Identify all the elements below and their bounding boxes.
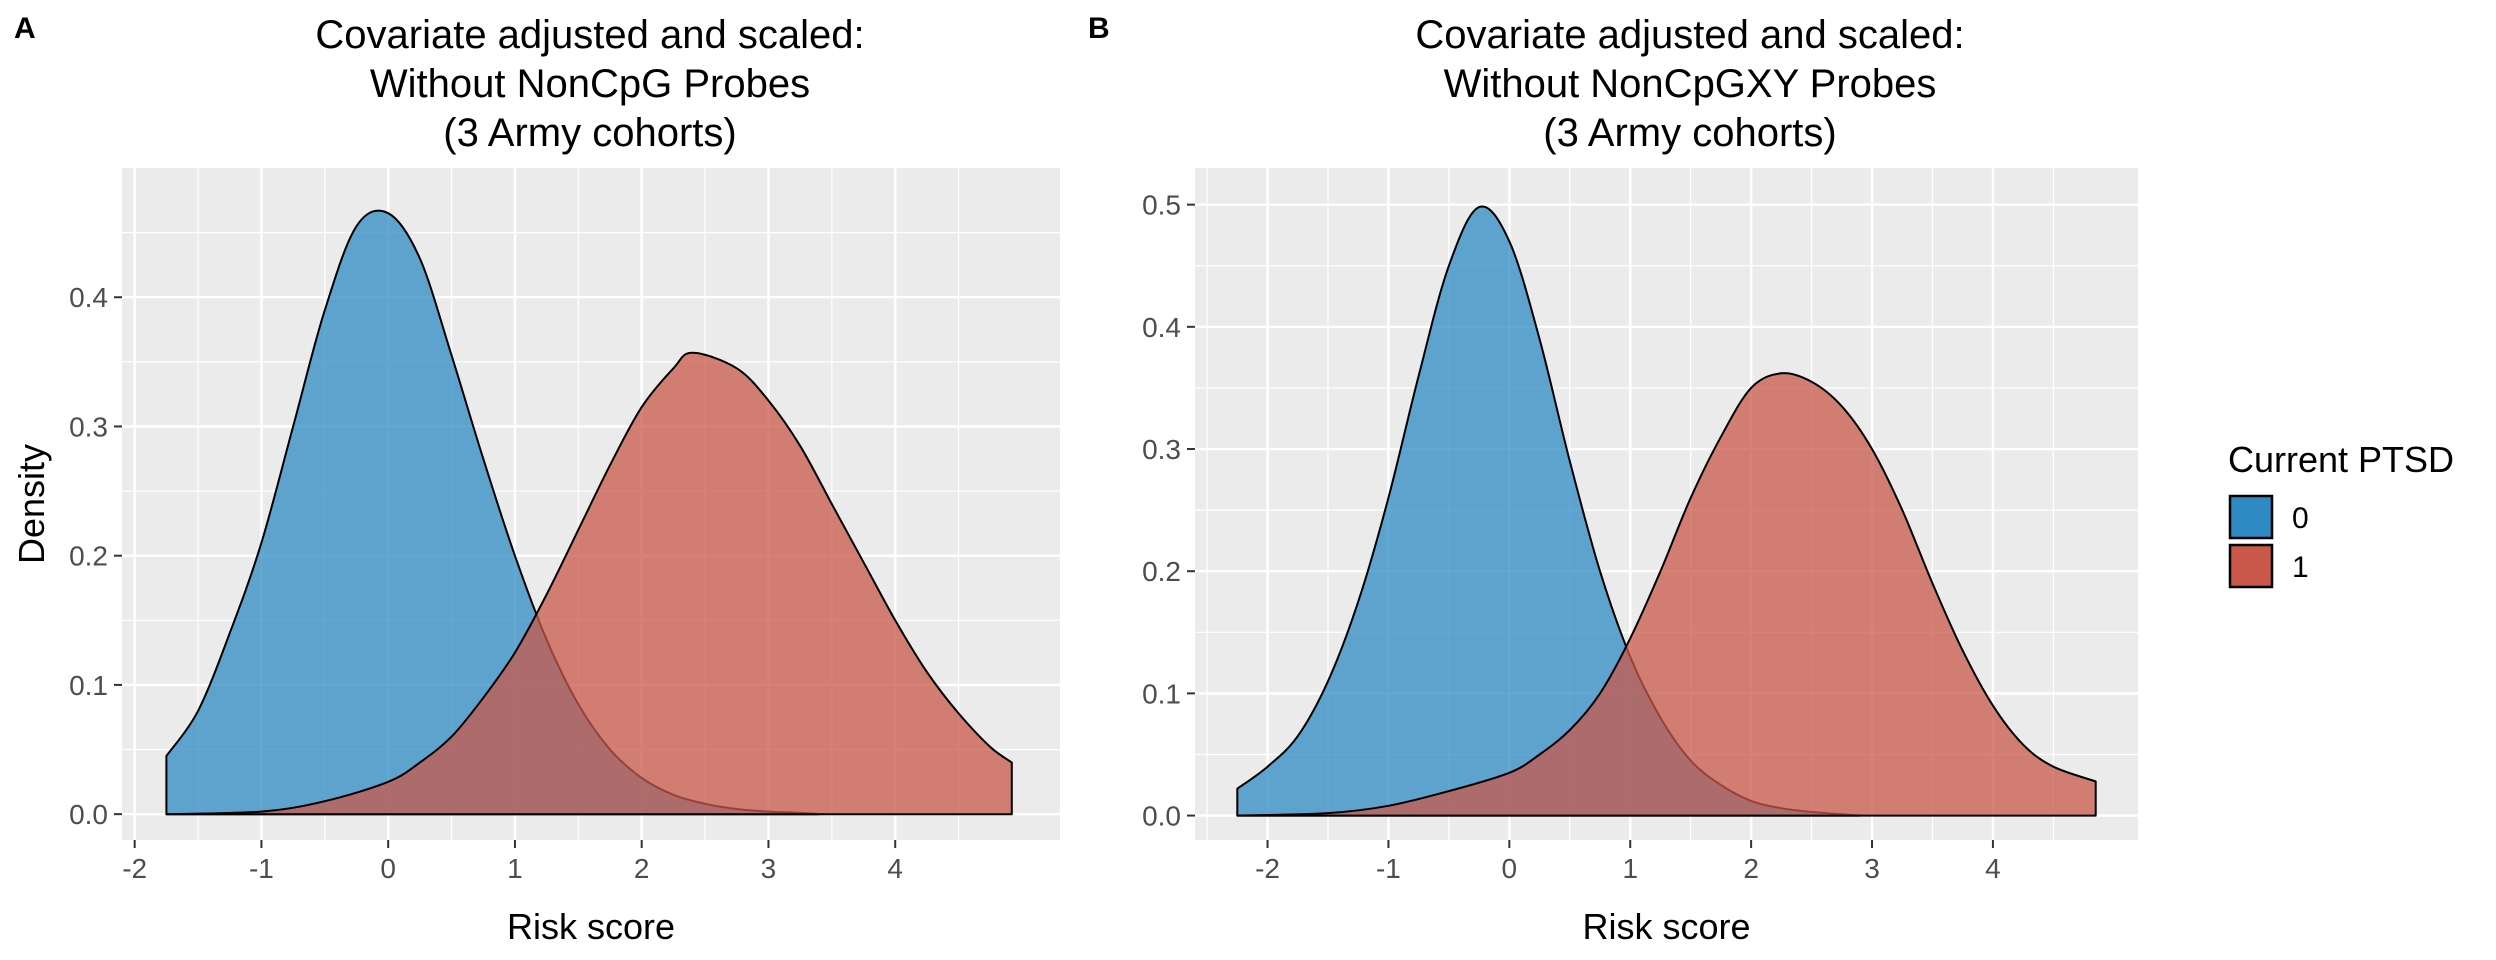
legend: Current PTSD 0 1	[2228, 439, 2454, 589]
legend-label-1: 1	[2292, 551, 2309, 584]
panel-letter: A	[14, 12, 36, 45]
legend-label-0: 0	[2292, 502, 2309, 535]
chart-title-line-2: Without NonCpG Probes	[370, 62, 810, 106]
chart-title-line-1: Covariate adjusted and scaled:	[1415, 13, 1964, 57]
y-tick-label: 0.1	[69, 670, 108, 701]
y-tick-label: 0.5	[1142, 190, 1181, 221]
chart-title-line-2: Without NonCpGXY Probes	[1444, 62, 1937, 106]
x-tick-label: 1	[1622, 853, 1638, 884]
x-tick-label: 2	[1743, 853, 1759, 884]
legend-title: Current PTSD	[2228, 439, 2454, 480]
panel-a: A Covariate adjusted and scaled: Without N…	[11, 12, 1060, 947]
y-tick-label: 0.0	[69, 799, 108, 830]
x-tick-label: 0	[1502, 853, 1518, 884]
y-tick-label: 0.4	[69, 282, 108, 313]
y-tick-label: 0.4	[1142, 312, 1181, 343]
density-area-series-1	[165, 351, 1013, 816]
x-tick-label: -1	[1376, 853, 1401, 884]
y-axis-title: Density	[11, 444, 52, 564]
chart-title-line-1: Covariate adjusted and scaled:	[315, 13, 864, 57]
x-tick-label: -1	[249, 853, 274, 884]
y-tick-label: 0.1	[1142, 678, 1181, 709]
panel-b: B Covariate adjusted and scaled: Without N…	[1088, 12, 2138, 947]
y-tick-label: 0.3	[69, 411, 108, 442]
y-tick-label: 0.0	[1142, 801, 1181, 832]
x-tick-label: 4	[887, 853, 903, 884]
legend-swatch-1	[2228, 543, 2274, 589]
chart-title-line-3: (3 Army cohorts)	[443, 111, 736, 155]
legend-swatch-0	[2228, 494, 2274, 540]
density-area-series-1	[1236, 372, 2097, 817]
panel-letter: B	[1088, 12, 1110, 45]
x-axis-title: Risk score	[1582, 906, 1750, 947]
x-tick-label: -2	[122, 853, 147, 884]
x-tick-label: 1	[507, 853, 523, 884]
y-tick-label: 0.3	[1142, 434, 1181, 465]
x-tick-label: 2	[634, 853, 650, 884]
x-tick-label: -2	[1255, 853, 1280, 884]
chart-title-line-3: (3 Army cohorts)	[1543, 111, 1836, 155]
x-axis-title: Risk score	[507, 906, 675, 947]
y-tick-label: 0.2	[1142, 556, 1181, 587]
y-tick-label: 0.2	[69, 541, 108, 572]
x-tick-label: 3	[761, 853, 777, 884]
x-tick-label: 3	[1864, 853, 1880, 884]
x-tick-label: 4	[1985, 853, 2001, 884]
x-tick-label: 0	[380, 853, 396, 884]
